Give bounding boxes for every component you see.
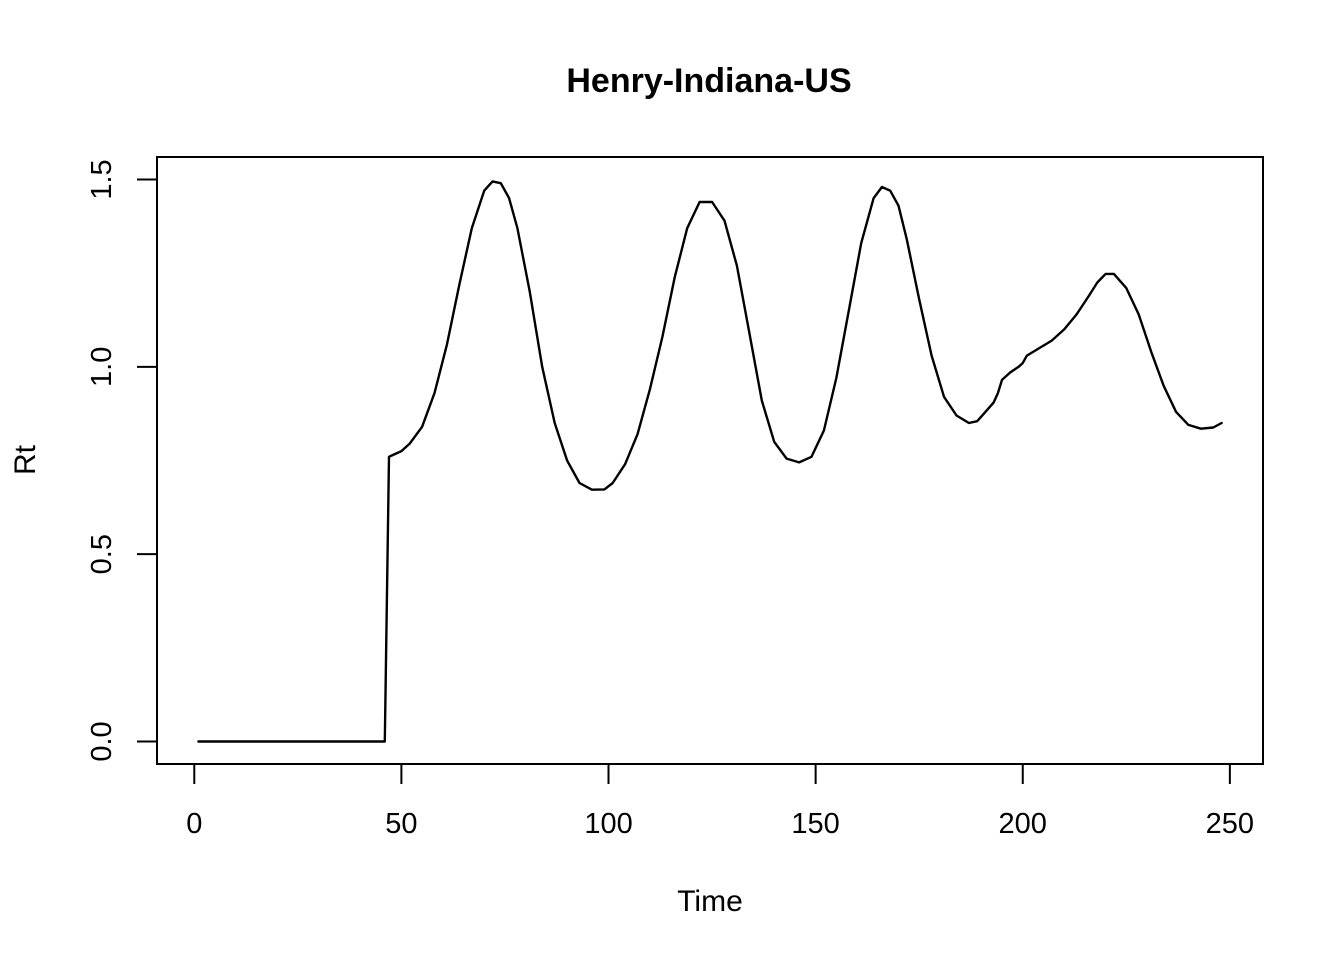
series-layer bbox=[197, 180, 1223, 743]
x-axis: 0 50 100 150 200 250 bbox=[186, 763, 1254, 840]
rt-series-line bbox=[197, 180, 1223, 743]
y-tick-label: 0.5 bbox=[86, 534, 118, 574]
x-tick-label: 200 bbox=[999, 808, 1047, 840]
x-tick-label: 150 bbox=[791, 808, 839, 840]
x-tick-label: 50 bbox=[385, 808, 417, 840]
y-tick-label: 1.5 bbox=[86, 159, 118, 199]
x-tick-label: 0 bbox=[186, 808, 202, 840]
y-tick-label: 1.0 bbox=[86, 347, 118, 387]
y-axis-label: Rt bbox=[9, 444, 42, 475]
chart-title: Henry-Indiana-US bbox=[566, 62, 851, 100]
plot-frame bbox=[156, 156, 1264, 765]
x-axis-label: Time bbox=[677, 885, 743, 918]
y-axis: 0.0 0.5 1.0 1.5 bbox=[86, 159, 158, 762]
x-tick-label: 100 bbox=[584, 808, 632, 840]
x-tick-label: 250 bbox=[1206, 808, 1254, 840]
y-tick-label: 0.0 bbox=[86, 721, 118, 761]
